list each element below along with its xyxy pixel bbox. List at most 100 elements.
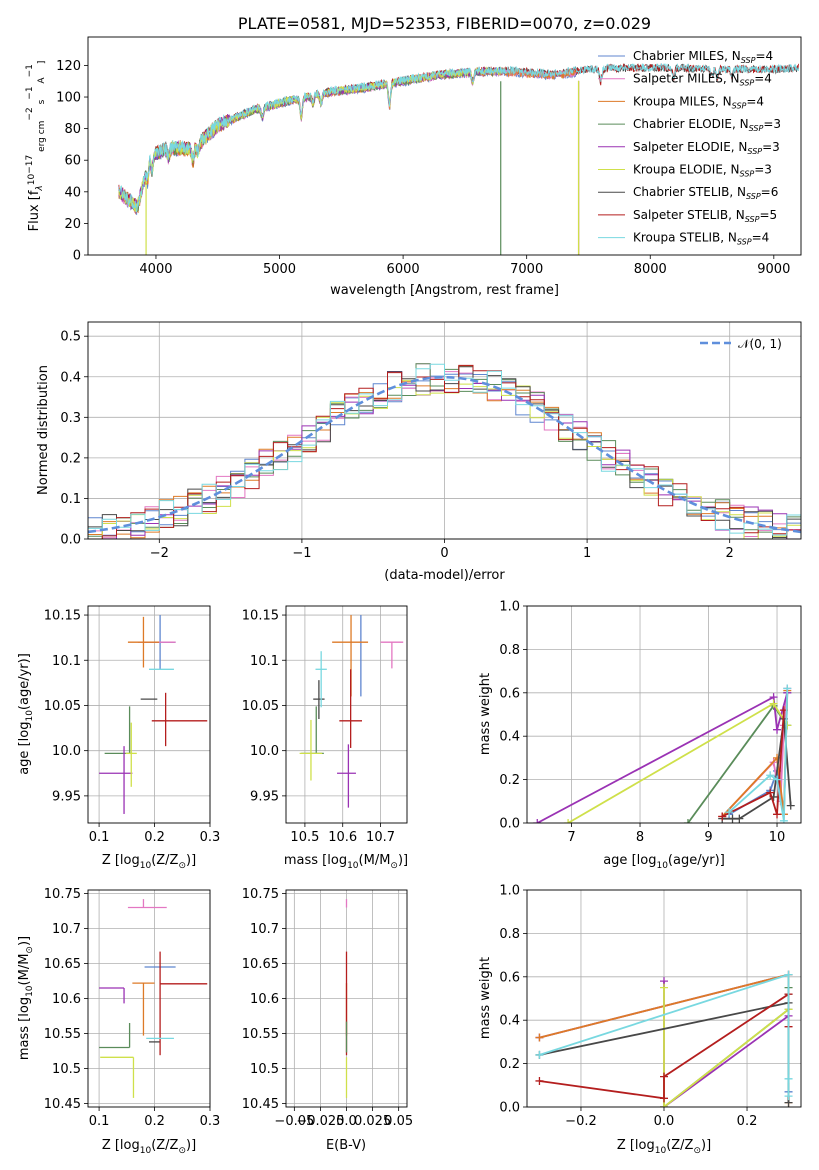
weight-line-4 — [663, 981, 790, 1107]
legend-label-part: Salpeter ELODIE, N — [633, 140, 747, 154]
ticks: 0.1 0.2 0.3 9.95 10.0 10.05 10.1 10.15 — [44, 609, 221, 845]
errorbar-point — [299, 719, 323, 781]
label-part: mass [log — [284, 853, 347, 868]
spectrum-line-8 — [118, 63, 799, 213]
label-part: (Z/Z — [151, 853, 178, 868]
y-tick-label: 10.75 — [242, 887, 279, 902]
x-tick-label: 0.025 — [354, 1114, 391, 1129]
x-tick-label: 7 — [567, 830, 575, 845]
weight-marker — [660, 983, 668, 992]
legend-label: Chabrier MILES, NSSP=4 — [633, 49, 773, 65]
x-axis-label: Z [log10(Z/Z⊙)] — [102, 853, 196, 871]
x-tick-label: 5000 — [263, 262, 296, 277]
x-tick-label: 0.2 — [737, 1114, 758, 1129]
y-label-part: Flux [f — [27, 190, 42, 231]
ticks: 0.1 0.2 0.3 10.45 10.5 10.55 10.6 10.65 10.7 10.7… — [44, 887, 221, 1129]
legend-label-part: =4 — [755, 49, 773, 63]
spectrum-line-5 — [118, 66, 503, 213]
x-tick-label: 2 — [726, 546, 734, 561]
legend-label: Kroupa ELODIE, NSSP=3 — [633, 163, 772, 179]
axes-frame — [285, 889, 408, 1108]
label-part: )] — [17, 936, 32, 946]
errorbar-point — [127, 616, 159, 668]
y-tick-label: 10.75 — [44, 887, 81, 902]
x-tick-label: 10.5 — [290, 830, 319, 845]
weight-marker — [728, 814, 737, 823]
errorbar-point — [100, 1056, 135, 1098]
weight-marker — [533, 819, 542, 823]
y-tick-label: 10.05 — [44, 699, 81, 714]
errorbar-point — [337, 744, 356, 808]
x-axis-label: wavelength [Angstrom, rest frame] — [330, 283, 559, 298]
y-label-part: A — [37, 77, 47, 87]
y-tick-label: 40 — [64, 185, 81, 200]
y-tick-label: 10.1 — [52, 654, 81, 669]
ticks: −2 −1 0 1 2 0.0 0.1 0.2 0.3 0.4 0.5 — [60, 330, 734, 561]
y-label-part: s — [37, 99, 47, 107]
grid — [286, 606, 407, 823]
errorbar-point — [127, 899, 167, 909]
axes-frame — [87, 36, 802, 256]
y-axis-label: mass weight — [478, 673, 493, 755]
y-tick-label: 0 — [73, 249, 81, 264]
label-part: (age/yr)] — [17, 653, 32, 710]
y-tick-label: 10.5 — [250, 1062, 279, 1077]
weight-line-8 — [539, 973, 790, 1097]
x-tick-label: 8 — [636, 830, 644, 845]
weight-line-7 — [721, 710, 785, 818]
label-part: 10 — [140, 861, 152, 871]
plot-area — [535, 970, 793, 1107]
y-tick-label: 100 — [56, 91, 81, 106]
label-part: (M/M — [359, 853, 391, 868]
y-tick-label: 10.7 — [250, 922, 279, 937]
y-label-part: 10 — [27, 174, 37, 186]
y-tick-label: 10.15 — [44, 609, 81, 624]
errorbar-point — [99, 746, 133, 814]
y-label-part: −1 — [25, 86, 35, 99]
y-label-part: −2 — [25, 107, 35, 120]
x-tick-label: 10 — [769, 830, 786, 845]
legend-label-part: Chabrier ELODIE, N — [633, 117, 749, 131]
y-tick-label: 10.6 — [250, 992, 279, 1007]
y-axis-label: mass [log10(M/M⊙)] — [17, 936, 35, 1060]
x-tick-label: 6000 — [387, 262, 420, 277]
label-part: age [log — [603, 853, 656, 868]
chart-title: PLATE=0581, MJD=52353, FIBERID=0070, z=0… — [238, 14, 651, 33]
y-tick-label: 20 — [64, 217, 81, 232]
histogram-legend: 𝒩(0, 1) — [700, 337, 782, 351]
y-tick-label: 0.2 — [60, 451, 81, 466]
x-tick-label: 0.0 — [336, 1114, 357, 1129]
ticks: 4000 5000 6000 7000 8000 9000 0 20 40 60 80 100 120 — [56, 59, 790, 277]
y-axis-label: age [log10(age/yr)] — [17, 653, 35, 775]
label-part: Z [log — [617, 1138, 655, 1153]
y-tick-label: 9.95 — [250, 789, 279, 804]
weight-line-5 — [663, 987, 790, 1107]
legend-label-part: =3 — [763, 117, 781, 131]
weight-marker — [718, 812, 727, 821]
label-part: )] — [398, 853, 408, 868]
y-tick-label: 0.0 — [60, 533, 81, 548]
y-label-part: −1 — [25, 64, 35, 77]
weight-marker — [660, 1103, 668, 1107]
label-part: )] — [701, 1138, 711, 1153]
label-part: (age/yr)] — [668, 853, 725, 868]
ticks: 7 8 9 10 0.0 0.2 0.4 0.6 0.8 1.0 — [499, 600, 785, 846]
legend-label-part: Kroupa ELODIE, N — [633, 163, 740, 177]
y-tick-label: 10.65 — [44, 957, 81, 972]
x-tick-label: 9000 — [757, 262, 790, 277]
y-axis-label: mass weight — [478, 957, 493, 1039]
label-part: 10 — [656, 861, 668, 871]
label-part: age [log — [17, 722, 32, 775]
weight-marker — [769, 699, 778, 708]
x-tick-label: 8000 — [634, 262, 667, 277]
x-tick-label: 4000 — [139, 262, 172, 277]
x-tick-label: 0.3 — [200, 1114, 221, 1129]
y-label-part: erg cm — [37, 121, 47, 155]
y-tick-label: 10.65 — [242, 957, 279, 972]
label-part: Z [log — [102, 853, 140, 868]
y-tick-label: 0.4 — [499, 1014, 520, 1029]
grid — [88, 606, 211, 823]
weight-marker — [773, 753, 782, 762]
